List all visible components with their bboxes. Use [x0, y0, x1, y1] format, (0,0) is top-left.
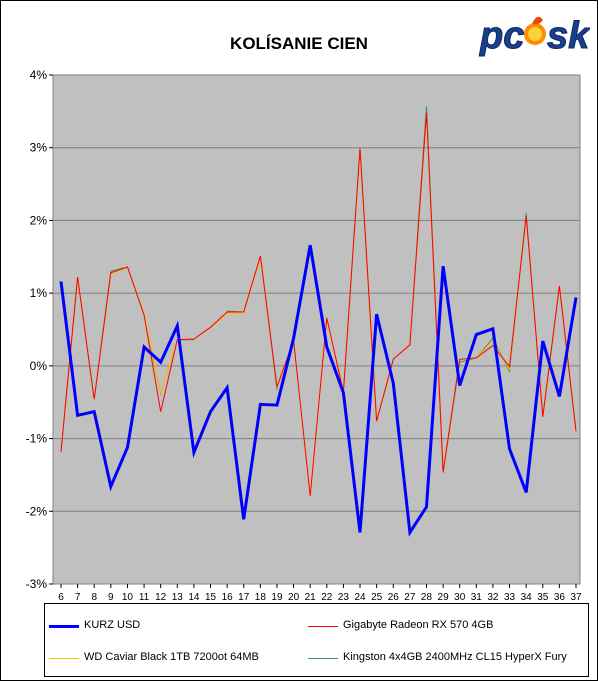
x-tick-label: 36: [554, 592, 566, 603]
legend-label: Kingston 4x4GB 2400MHz CL15 HyperX Fury: [343, 651, 567, 663]
chart-title: KOLÍSANIE CIEN: [230, 34, 368, 53]
x-tick-label: 11: [139, 592, 150, 603]
y-tick-label: -1%: [26, 432, 48, 446]
y-tick-label: 2%: [30, 213, 48, 227]
x-tick-label: 17: [238, 592, 250, 603]
x-tick-label: 21: [305, 592, 317, 603]
legend-item-kurz-usd: KURZ USD: [49, 619, 309, 635]
x-tick-label: 25: [371, 592, 383, 603]
series-line-kurz-usd: [59, 244, 578, 537]
series-lines: [59, 106, 578, 537]
y-tick-label: 4%: [30, 68, 48, 82]
y-tick-label: -2%: [26, 504, 48, 518]
x-tick-label: 26: [388, 592, 400, 603]
x-tick-label: 20: [288, 592, 300, 603]
legend-swatch: [49, 658, 79, 659]
x-tick-label: 32: [487, 592, 499, 603]
x-tick-label: 6: [58, 592, 64, 603]
y-tick-label: 1%: [30, 286, 48, 300]
x-tick-label: 7: [75, 592, 81, 603]
x-tick-label: 16: [222, 592, 234, 603]
x-tick-label: 18: [255, 592, 267, 603]
x-tick-label: 8: [91, 592, 97, 603]
x-tick-label: 10: [122, 592, 134, 603]
x-tick-label: 14: [188, 592, 200, 603]
x-tick-label: 15: [205, 592, 217, 603]
x-tick-label: 34: [521, 592, 533, 603]
plot-area: [52, 74, 581, 585]
x-tick-label: 24: [354, 592, 366, 603]
x-tick-label: 27: [404, 592, 416, 603]
svg-text:pc: pc: [479, 15, 524, 57]
x-tick-label: 31: [471, 592, 483, 603]
legend-label: Gigabyte Radeon RX 570 4GB: [343, 619, 494, 631]
x-tick-label: 22: [321, 592, 333, 603]
legend-label: KURZ USD: [84, 619, 141, 631]
series-line-gigabyte-radeon-rx-570-4gb: [60, 112, 577, 497]
x-tick-label: 29: [438, 592, 450, 603]
legend-swatch: [49, 625, 79, 628]
legend-item-wd-caviar: WD Caviar Black 1TB 7200ot 64MB: [49, 651, 309, 667]
x-tick-label: 9: [108, 592, 114, 603]
x-tick-label: 33: [504, 592, 516, 603]
legend-item-kingston: Kingston 4x4GB 2400MHz CL15 HyperX Fury: [308, 651, 586, 667]
x-tick-label: 13: [172, 592, 184, 603]
x-tick-label: 19: [271, 592, 283, 603]
svg-text:sk: sk: [547, 15, 590, 57]
y-axis-ticks: -3% -2% -1% 0% 1% 2% 3% 4%: [26, 68, 53, 591]
y-tick-label: -3%: [26, 577, 48, 591]
pcsk-logo-icon: pc sk: [479, 15, 591, 58]
x-tick-label: 28: [421, 592, 433, 603]
x-tick-label: 35: [537, 592, 549, 603]
x-tick-label: 30: [454, 592, 466, 603]
legend-item-gigabyte: Gigabyte Radeon RX 570 4GB: [308, 619, 578, 635]
legend-swatch: [308, 626, 338, 627]
legend-swatch: [308, 658, 338, 659]
x-tick-label: 12: [155, 592, 167, 603]
legend-label: WD Caviar Black 1TB 7200ot 64MB: [84, 651, 259, 663]
legend: KURZ USD Gigabyte Radeon RX 570 4GB WD C…: [44, 603, 589, 677]
y-tick-label: 3%: [30, 141, 48, 155]
x-tick-label: 37: [570, 592, 582, 603]
x-tick-label: 23: [338, 592, 350, 603]
x-axis-ticks: 6 7 8 9 10 11 12 13 14 15 16 17 18 19 20 21 22 23 24 25 26 27…: [58, 584, 582, 603]
y-tick-label: 0%: [30, 359, 48, 373]
